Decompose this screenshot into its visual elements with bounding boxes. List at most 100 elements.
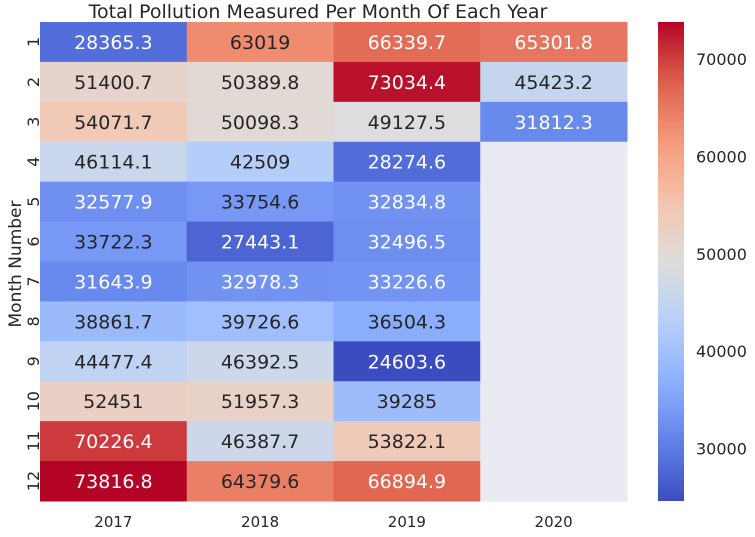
heatmap-cell bbox=[480, 61, 628, 103]
heatmap-cell bbox=[40, 421, 188, 462]
y-tick-label: 9 bbox=[24, 356, 43, 366]
heatmap-cell bbox=[40, 221, 188, 262]
cell-value-label: 53822.1 bbox=[368, 431, 447, 453]
y-tick-label: 5 bbox=[24, 197, 43, 207]
heatmap-cell bbox=[40, 341, 188, 382]
colorbar-tick-label: 70000 bbox=[696, 50, 747, 69]
colorbar: 30000 40000 50000 60000 70000 bbox=[658, 22, 747, 501]
cell-value-label: 63019 bbox=[230, 32, 290, 54]
heatmap-cell bbox=[40, 301, 188, 342]
cell-value-label: 32496.5 bbox=[368, 232, 447, 254]
cell-value-label: 45423.2 bbox=[514, 72, 593, 94]
cell-value-label: 31812.3 bbox=[514, 112, 593, 134]
heatmap-cell bbox=[333, 181, 481, 223]
heatmap-cell bbox=[333, 381, 481, 422]
heatmap-cell bbox=[186, 261, 334, 302]
cell-value-label: 73816.8 bbox=[74, 471, 153, 493]
heatmap-cell bbox=[480, 22, 628, 63]
cell-value-label: 66894.9 bbox=[368, 471, 447, 493]
cell-value-label: 50098.3 bbox=[221, 112, 300, 134]
colorbar-tick-label: 30000 bbox=[696, 439, 747, 458]
cell-value-label: 42509 bbox=[230, 152, 290, 174]
heatmap-cell bbox=[186, 341, 334, 382]
y-tick-label: 4 bbox=[24, 157, 43, 167]
heatmap-cell bbox=[186, 181, 334, 223]
cell-value-label: 33722.3 bbox=[74, 232, 153, 254]
heatmap-cell bbox=[333, 461, 481, 502]
cell-value-label: 33226.6 bbox=[368, 271, 447, 293]
heatmap-cell bbox=[333, 261, 481, 302]
heatmap-cell bbox=[40, 141, 188, 183]
cell-value-label: 52451 bbox=[83, 391, 143, 413]
cell-value-label: 46387.7 bbox=[221, 431, 300, 453]
heatmap-cell-empty bbox=[480, 381, 628, 422]
chart-title: Total Pollution Measured Per Month Of Ea… bbox=[88, 1, 548, 23]
heatmap-cell bbox=[186, 61, 334, 103]
cell-value-label: 54071.7 bbox=[74, 112, 153, 134]
colorbar-tick-label: 40000 bbox=[696, 342, 747, 361]
heatmap-cell bbox=[186, 141, 334, 183]
y-tick-label: 7 bbox=[24, 276, 43, 286]
colorbar-tick-label: 60000 bbox=[696, 147, 747, 166]
cell-value-label: 32577.9 bbox=[74, 192, 153, 214]
cell-value-label: 46392.5 bbox=[221, 351, 300, 373]
heatmap-cell-empty bbox=[480, 461, 628, 502]
heatmap-cell bbox=[186, 221, 334, 262]
cell-value-label: 66339.7 bbox=[368, 32, 447, 54]
heatmap-cell bbox=[480, 101, 628, 143]
heatmap-cell bbox=[333, 101, 481, 143]
heatmap-cell bbox=[186, 381, 334, 422]
cell-value-label: 46114.1 bbox=[74, 152, 153, 174]
y-tick-label: 10 bbox=[24, 391, 43, 411]
y-axis-label: Month Number bbox=[6, 201, 26, 328]
heatmap-cell bbox=[40, 181, 188, 223]
cell-value-label: 49127.5 bbox=[368, 112, 447, 134]
heatmap-cell bbox=[40, 101, 188, 143]
heatmap-cell bbox=[186, 301, 334, 342]
colorbar-tick-label: 50000 bbox=[696, 245, 747, 264]
heatmap-cell bbox=[40, 22, 188, 63]
heatmap-cell bbox=[333, 301, 481, 342]
y-tick-label: 11 bbox=[24, 431, 43, 451]
cell-value-label: 50389.8 bbox=[221, 72, 300, 94]
cell-value-label: 28365.3 bbox=[74, 32, 153, 54]
cell-value-label: 65301.8 bbox=[514, 32, 593, 54]
heatmap-cell-empty bbox=[480, 261, 628, 302]
cell-value-label: 33754.6 bbox=[221, 192, 300, 214]
cell-value-label: 44477.4 bbox=[74, 351, 153, 373]
heatmap-cell bbox=[333, 341, 481, 382]
y-tick-label: 6 bbox=[24, 236, 43, 246]
cell-value-label: 39726.6 bbox=[221, 311, 300, 333]
y-tick-label: 2 bbox=[24, 77, 43, 87]
x-tick-label: 2018 bbox=[241, 513, 279, 531]
cell-value-label: 32978.3 bbox=[221, 271, 300, 293]
y-tick-label: 3 bbox=[24, 117, 43, 127]
heatmap-cells: 28365.3 63019 66339.7 65301.8 51400.7 50389.8… bbox=[40, 22, 628, 502]
heatmap-cell-empty bbox=[480, 421, 628, 462]
heatmap-cell bbox=[40, 261, 188, 302]
heatmap-cell-empty bbox=[480, 221, 628, 262]
cell-value-label: 70226.4 bbox=[74, 431, 153, 453]
heatmap-cell bbox=[333, 221, 481, 262]
colorbar-gradient bbox=[658, 22, 684, 501]
x-tick-label: 2017 bbox=[94, 513, 132, 531]
heatmap-cell-empty bbox=[480, 181, 628, 223]
y-tick-label: 1 bbox=[24, 37, 43, 47]
heatmap-cell-empty bbox=[480, 141, 628, 183]
cell-value-label: 24603.6 bbox=[368, 351, 447, 373]
cell-value-label: 28274.6 bbox=[368, 152, 447, 174]
heatmap-cell bbox=[186, 461, 334, 502]
cell-value-label: 38861.7 bbox=[74, 311, 153, 333]
heatmap-cell bbox=[333, 141, 481, 183]
heatmap-cell bbox=[333, 61, 481, 103]
y-tick-label: 12 bbox=[24, 471, 43, 491]
heatmap-cell bbox=[40, 461, 188, 502]
y-tick-label: 8 bbox=[24, 316, 43, 326]
cell-value-label: 32834.8 bbox=[368, 192, 447, 214]
cell-value-label: 51400.7 bbox=[74, 72, 153, 94]
heatmap-cell bbox=[186, 22, 334, 63]
x-tick-label: 2020 bbox=[535, 513, 573, 531]
heatmap-cell bbox=[40, 381, 188, 422]
